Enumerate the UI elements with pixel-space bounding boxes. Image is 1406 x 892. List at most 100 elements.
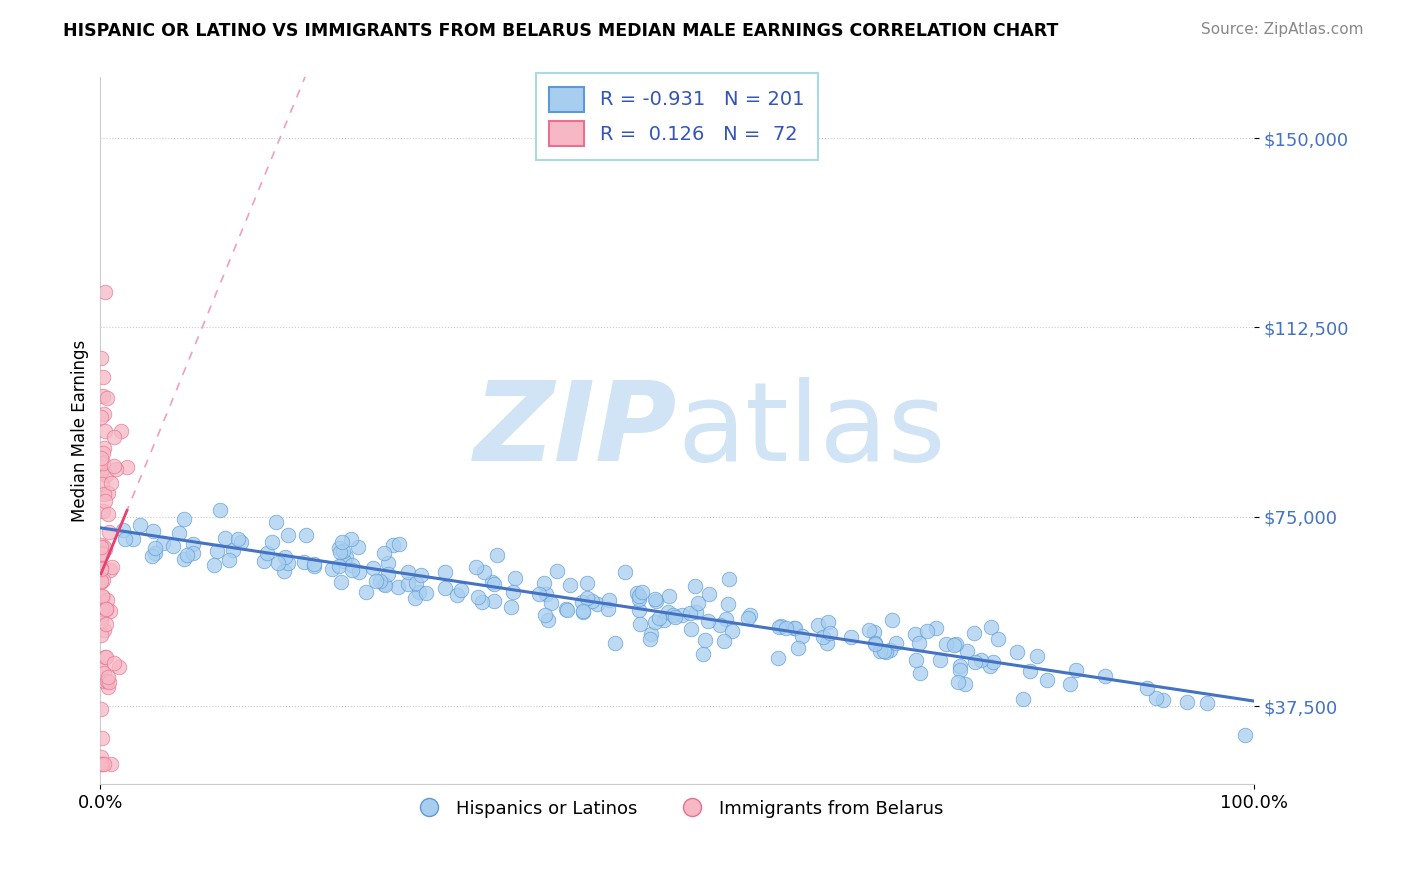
Point [858,623,880,637]
Point [231,535,253,549]
Point [339,532,361,546]
Point [533,576,555,591]
Point [484,576,506,591]
Point [329,544,352,558]
Point [605,636,627,650]
Point [91,590,114,604]
Point [141,524,163,538]
Point [93,650,115,665]
Point [226,532,249,546]
Point [657,605,679,619]
Point [382,538,405,552]
Point [873,644,896,658]
Point [90,757,112,772]
Point [945,637,967,651]
Point [94,602,117,616]
Point [908,636,931,650]
Point [775,622,797,636]
Point [90,601,112,615]
Point [766,651,789,665]
Point [981,655,1004,669]
Point [433,565,456,579]
Point [97,670,120,684]
Point [115,459,138,474]
Point [450,582,472,597]
Point [90,574,112,589]
Point [93,487,115,501]
Point [1007,645,1029,659]
Point [218,553,240,567]
Y-axis label: Median Male Earnings: Median Male Earnings [72,340,89,522]
Point [129,518,152,533]
Point [865,637,887,651]
Point [90,604,112,618]
Point [214,531,236,545]
Point [484,594,506,608]
Point [90,561,112,575]
Point [143,541,166,555]
Point [782,621,804,635]
Point [638,632,661,647]
Point [481,575,503,590]
Point [162,539,184,553]
Point [295,528,318,542]
Point [882,614,904,628]
Point [373,578,395,592]
Point [540,596,562,610]
Point [695,632,717,647]
Point [817,615,839,629]
Point [681,622,703,636]
Point [598,593,620,607]
Point [90,589,112,603]
Point [557,603,579,617]
Point [302,557,325,571]
Point [709,618,731,632]
Point [103,656,125,670]
Point [90,409,112,424]
Point [640,627,662,641]
Point [685,605,707,619]
Point [274,550,297,565]
Point [905,653,928,667]
Point [90,731,112,745]
Point [104,461,127,475]
Point [1019,665,1042,679]
Point [980,620,1002,634]
Point [90,661,112,675]
Point [94,541,117,556]
Point [946,674,969,689]
Point [328,541,350,555]
Point [576,576,599,591]
Point [879,643,901,657]
Point [790,629,813,643]
Point [529,587,551,601]
Point [613,565,636,579]
Point [631,585,654,599]
Point [949,659,972,673]
Point [628,602,651,616]
Point [534,587,557,601]
Point [90,750,112,764]
Point [340,563,363,577]
Point [1059,676,1081,690]
Point [1035,673,1057,688]
Point [143,546,166,560]
Point [658,589,681,603]
Point [644,591,666,606]
Point [555,602,578,616]
Point [713,633,735,648]
Point [98,563,121,577]
Point [396,565,419,579]
Point [408,584,430,599]
Point [222,543,245,558]
Point [679,606,702,620]
Point [499,599,522,614]
Point [181,546,204,560]
Point [90,450,112,465]
Point [813,630,835,644]
Point [112,523,135,537]
Point [987,632,1010,646]
Point [208,503,231,517]
Point [368,574,391,589]
Point [333,554,356,568]
